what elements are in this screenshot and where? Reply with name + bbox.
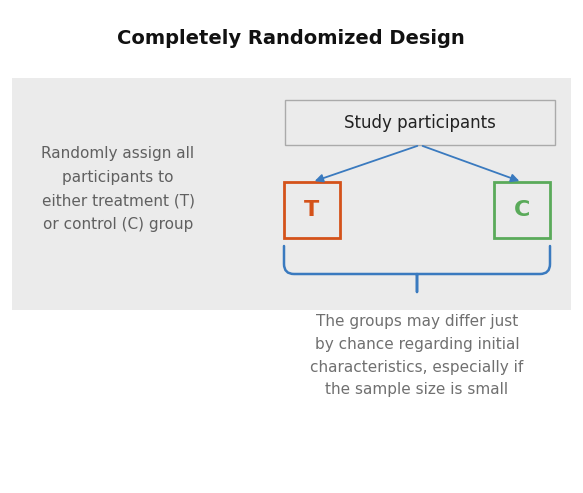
Text: C: C: [514, 200, 530, 220]
Text: T: T: [304, 200, 319, 220]
Bar: [12, 78, 571, 310]
Text: Study participants: Study participants: [344, 113, 496, 132]
Bar: [285, 100, 555, 145]
Bar: [494, 182, 550, 238]
Bar: [284, 182, 340, 238]
Text: Completely Randomized Design: Completely Randomized Design: [117, 29, 465, 47]
Text: The groups may differ just
by chance regarding initial
characteristics, especial: The groups may differ just by chance reg…: [310, 314, 524, 397]
Text: Randomly assign all
participants to
either treatment (T)
or control (C) group: Randomly assign all participants to eith…: [41, 146, 195, 232]
